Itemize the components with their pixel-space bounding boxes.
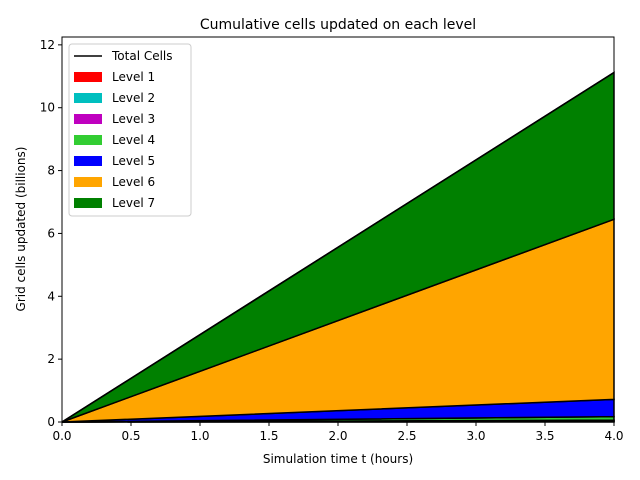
- legend-swatch-level-6: [74, 177, 102, 187]
- total-cells-line: [61, 71, 615, 423]
- x-tick-label: 1.5: [259, 429, 278, 443]
- total-line-layer: [61, 71, 615, 423]
- x-axis-label: Simulation time t (hours): [263, 452, 413, 466]
- x-tick-label: 0.5: [121, 429, 140, 443]
- x-axis: 0.0 0.5 1.0 1.5 2.0 2.5 3.0 3.5 4.0: [52, 422, 624, 443]
- legend: Total Cells Level 1 Level 2 Level 3 Level 4 L…: [68, 43, 192, 217]
- x-tick-label: 1.0: [190, 429, 209, 443]
- y-tick-label: 6: [47, 226, 55, 240]
- x-tick-label: 4.0: [604, 429, 623, 443]
- x-tick-label: 3.0: [466, 429, 485, 443]
- legend-swatch-level-4: [74, 135, 102, 145]
- legend-label: Level 5: [112, 154, 155, 168]
- legend-box: [68, 43, 192, 217]
- legend-swatch-level-2: [74, 93, 102, 103]
- x-tick-label: 2.0: [328, 429, 347, 443]
- legend-label: Level 7: [112, 196, 155, 210]
- y-tick-label: 0: [47, 415, 55, 429]
- y-tick-label: 2: [47, 352, 55, 366]
- y-tick-label: 12: [40, 38, 55, 52]
- legend-label: Level 2: [112, 91, 155, 105]
- legend-label: Level 1: [112, 70, 155, 84]
- y-tick-label: 8: [47, 164, 55, 178]
- y-axis-label: Grid cells updated (billions): [14, 147, 28, 312]
- x-tick-label: 3.5: [535, 429, 554, 443]
- y-tick-label: 10: [40, 101, 55, 115]
- x-tick-label: 0.0: [52, 429, 71, 443]
- legend-swatch-level-7: [74, 198, 102, 208]
- legend-swatch-level-3: [74, 114, 102, 124]
- legend-label: Total Cells: [111, 49, 173, 63]
- y-tick-label: 4: [47, 289, 55, 303]
- legend-label: Level 6: [112, 175, 155, 189]
- legend-swatch-level-1: [74, 72, 102, 82]
- y-axis: 0 2 4 6 8 10 12: [40, 38, 62, 429]
- legend-label: Level 4: [112, 133, 155, 147]
- legend-swatch-level-5: [74, 156, 102, 166]
- chart-title: Cumulative cells updated on each level: [200, 17, 476, 33]
- legend-label: Level 3: [112, 112, 155, 126]
- x-tick-label: 2.5: [397, 429, 416, 443]
